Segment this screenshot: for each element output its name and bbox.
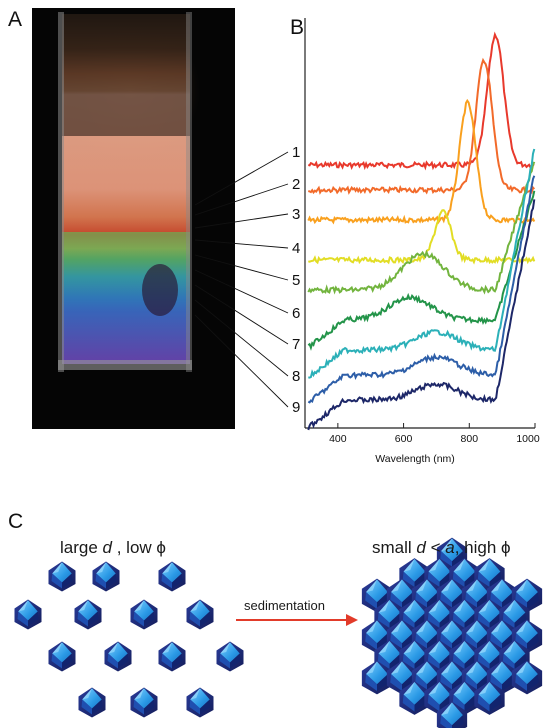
series-label-1: 1 [292,144,300,161]
particle [130,687,158,718]
particle [130,599,158,630]
particle [78,687,106,718]
particle [92,561,120,592]
leader-line-6 [194,269,289,314]
particle [158,641,186,672]
spectrum-line-8 [307,175,536,404]
panel-label-c: C [8,510,24,533]
spectrum-line-4 [308,209,536,265]
left-caption: large d , low ϕ [60,538,166,557]
particle [186,599,214,630]
cuvette-base [58,360,192,370]
sparse-particle-lattice [14,561,244,718]
cuvette-wall-right [186,12,192,372]
particle [14,599,42,630]
series-label-group: 1 2 3 4 5 6 7 8 9 [292,144,300,416]
leader-line-group [194,151,289,408]
sedimentation-arrow [236,614,358,626]
spectrum-line-2 [308,57,536,195]
particle [216,641,244,672]
panel-label-b: B [290,16,305,39]
dense-particle-cluster [361,537,543,728]
leader-line-3 [194,213,289,229]
spectrum-line-6 [307,190,536,351]
spectrum-line-5 [307,161,536,295]
x-tick-label: 1000 [516,433,540,445]
series-group [307,31,536,431]
leader-line-8 [194,299,289,377]
series-label-3: 3 [292,206,300,223]
x-tick-label: 600 [395,433,413,445]
leader-line-9 [194,314,289,408]
x-axis-label: Wavelength (nm) [375,453,455,465]
x-tick-group: 400 600 800 1000 [329,423,540,445]
cuvette-photo [32,8,235,429]
right-caption: small d < a, high ϕ [372,538,511,557]
x-tick-label: 800 [461,433,479,445]
spectrum-line-7 [308,148,536,379]
cuvette-headspace [62,14,190,136]
leader-line-1 [194,151,289,206]
leader-line-5 [194,254,289,281]
panel-label-a: A [8,8,23,31]
spectrum-line-3 [307,98,536,225]
particle [74,599,102,630]
series-label-9: 9 [292,399,300,416]
spectra-plot: 400 600 800 1000 1 2 3 4 5 6 7 8 9 Wavelength (nm) [194,18,540,465]
arrow-head [346,614,358,626]
cuvette-wall-left [58,12,64,372]
x-tick-label: 400 [329,433,347,445]
sedimentation-label: sedimentation [244,598,325,613]
series-label-4: 4 [292,240,300,257]
particle [158,561,186,592]
leader-line-2 [194,183,289,216]
particle [104,641,132,672]
particle [48,561,76,592]
series-label-5: 5 [292,272,300,289]
leader-line-7 [194,284,289,345]
series-label-2: 2 [292,176,300,193]
series-label-7: 7 [292,336,300,353]
particle [48,641,76,672]
particle [186,687,214,718]
spectrum-line-9 [307,199,536,431]
sediment-dark-spot [142,264,178,316]
leader-line-4 [194,239,289,249]
series-label-6: 6 [292,305,300,322]
spectrum-line-1 [308,31,535,171]
series-label-8: 8 [292,368,300,385]
